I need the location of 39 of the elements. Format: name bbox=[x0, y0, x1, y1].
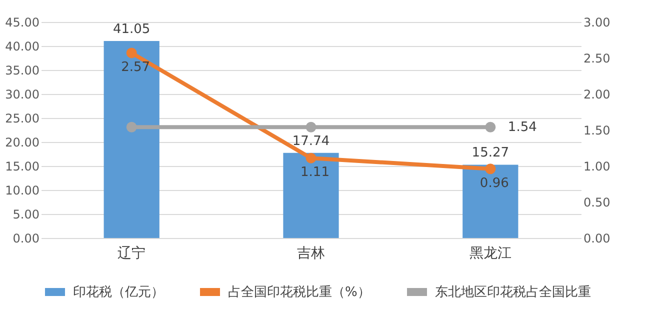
point bbox=[306, 152, 316, 164]
y2-tick-label: 2.50 bbox=[584, 52, 610, 66]
y2-tick-label: 3.00 bbox=[584, 16, 610, 30]
y-tick-label: 0.00 bbox=[12, 232, 40, 246]
y-tick-label: 15.00 bbox=[5, 160, 40, 174]
x-tick-label: 吉林 bbox=[297, 246, 325, 262]
y2-tick-label: 1.50 bbox=[584, 124, 610, 138]
y-tick-label: 40.00 bbox=[5, 40, 40, 54]
y2-tick-label: 0.50 bbox=[584, 196, 610, 210]
legend-label: 印花税（亿元） bbox=[73, 285, 164, 300]
point bbox=[126, 48, 137, 58]
y-tick-label: 5.00 bbox=[12, 208, 40, 222]
x-tick-label: 黑龙江 bbox=[469, 246, 512, 262]
data-label: 0.96 bbox=[480, 176, 509, 191]
y-tick-label: 30.00 bbox=[5, 88, 40, 102]
bar bbox=[104, 40, 160, 238]
data-label: 1.54 bbox=[508, 120, 537, 136]
bar bbox=[462, 164, 518, 238]
point bbox=[126, 122, 137, 132]
y-tick-label: 20.00 bbox=[5, 136, 40, 150]
point bbox=[306, 122, 316, 132]
legend-label: 占全国印花税比重（%） bbox=[228, 285, 370, 300]
y2-tick-label: 1.00 bbox=[584, 160, 610, 174]
data-label: 15.27 bbox=[472, 146, 510, 161]
y-tick-label: 35.00 bbox=[5, 64, 40, 78]
y-tick-label: 10.00 bbox=[5, 184, 40, 198]
point bbox=[485, 122, 496, 132]
bar bbox=[283, 152, 339, 238]
data-label: 1.11 bbox=[300, 165, 330, 180]
y2-tick-label: 0.00 bbox=[584, 232, 610, 246]
point bbox=[485, 164, 496, 174]
y-tick-label: 25.00 bbox=[5, 112, 40, 126]
y-tick-label: 45.00 bbox=[5, 16, 40, 30]
data-label: 17.74 bbox=[292, 134, 330, 149]
data-label: 2.57 bbox=[121, 60, 150, 75]
data-label: 41.05 bbox=[112, 22, 150, 37]
y2-tick-label: 2.00 bbox=[584, 88, 610, 102]
legend-label: 东北地区印花税占全国比重 bbox=[435, 285, 591, 300]
x-tick-label: 辽宁 bbox=[118, 246, 146, 262]
